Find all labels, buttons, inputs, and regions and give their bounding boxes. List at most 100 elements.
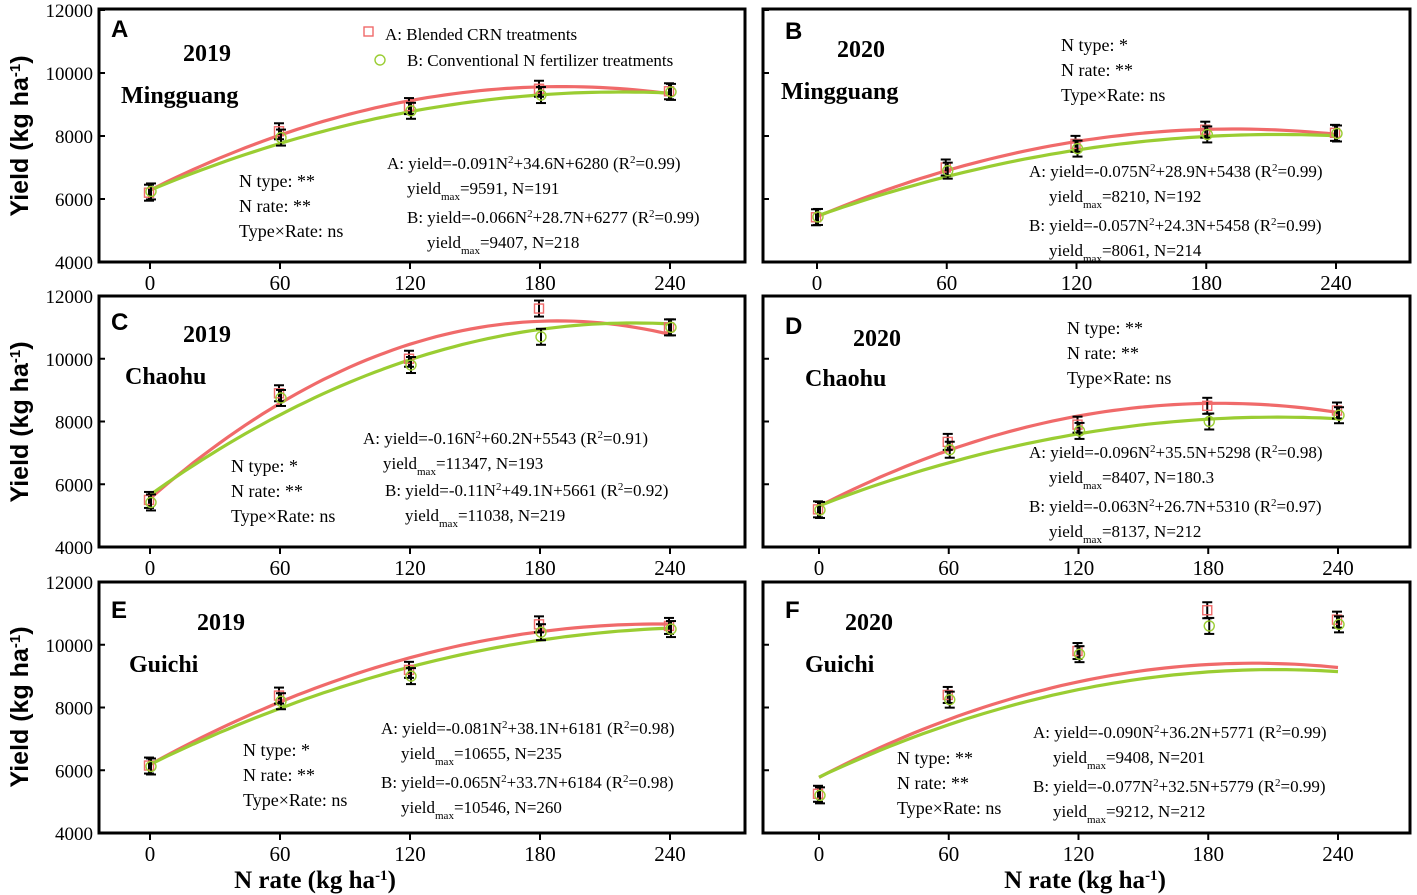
- panel-site: Chaohu: [125, 364, 206, 390]
- equation-a: A: yield=-0.081N2+38.1N+6181 (R2=0.98): [381, 719, 674, 738]
- x-tick-label: 240: [654, 271, 686, 295]
- x-tick-label: 120: [394, 842, 426, 866]
- data-point-b: [275, 131, 287, 144]
- x-tick-label: 60: [270, 556, 291, 580]
- equation-a-max: yieldmax=8407, N=180.3: [1049, 468, 1214, 492]
- x-tick-label: 180: [1191, 271, 1223, 295]
- fit-curve-b: [818, 668, 1339, 779]
- panel-site: Chaohu: [805, 366, 886, 392]
- equation-b: B: yield=-0.065N2+33.7N+6184 (R2=0.98): [381, 773, 674, 792]
- y-axis-label: Yield (kg ha-1): [6, 626, 34, 787]
- stat-line: Type×Rate: ns: [243, 790, 347, 810]
- y-tick-label: 6000: [55, 475, 93, 496]
- stat-line: N type: *: [231, 456, 298, 476]
- y-tick-label: 8000: [55, 413, 93, 434]
- legend-marker-a: [363, 26, 374, 37]
- stat-line: N rate: **: [243, 765, 315, 785]
- panel-letter: B: [785, 18, 802, 45]
- y-axis-label: Yield (kg ha-1): [6, 55, 34, 216]
- equation-a-max: yieldmax=9408, N=201: [1053, 748, 1205, 772]
- fit-curve-a: [148, 319, 671, 500]
- x-axis-label-2: N rate (kg ha-1): [1004, 867, 1166, 894]
- equation-b: B: yield=-0.066N2+28.7N+6277 (R2=0.99): [407, 208, 700, 227]
- equation-a: A: yield=-0.090N2+36.2N+5771 (R2=0.99): [1033, 723, 1326, 742]
- panel-letter: F: [785, 597, 800, 624]
- x-tick-label: 0: [145, 556, 156, 580]
- equation-a-max: yieldmax=10655, N=235: [401, 744, 562, 768]
- y-tick-label: 10000: [46, 350, 94, 371]
- equation-a: A: yield=-0.096N2+35.5N+5298 (R2=0.98): [1029, 443, 1322, 462]
- legend-marker-b: [374, 54, 386, 66]
- x-tick-label: 180: [524, 271, 556, 295]
- stat-line: N rate: **: [239, 196, 311, 216]
- panel-letter: D: [785, 313, 802, 340]
- stat-line: N type: **: [1067, 318, 1143, 338]
- data-point-b: [145, 496, 157, 509]
- x-tick-label: 60: [270, 842, 291, 866]
- data-point-a: [273, 126, 285, 137]
- equation-b-max: yieldmax=9407, N=218: [427, 233, 579, 257]
- equation-b-max: yieldmax=11038, N=219: [405, 506, 565, 530]
- data-point-a: [273, 690, 285, 701]
- data-point-a: [533, 83, 545, 94]
- panel-f: 0 60 120 180 240 F 2020 Guichi N type: ** N rate:…: [761, 580, 1412, 866]
- y-tick-label: 12000: [46, 1, 94, 22]
- data-point-b: [1331, 127, 1343, 140]
- data-point-b: [1201, 128, 1213, 141]
- x-tick-label: 180: [1193, 556, 1225, 580]
- equation-b-max: yieldmax=8137, N=212: [1049, 522, 1201, 546]
- legend-label-a: A: Blended CRN treatments: [385, 25, 577, 44]
- x-tick-label: 60: [938, 842, 959, 866]
- x-tick-label: 120: [1061, 271, 1093, 295]
- data-point-a: [1202, 605, 1213, 616]
- data-point-b: [145, 185, 157, 198]
- equation-a: A: yield=-0.16N2+60.2N+5543 (R2=0.91): [363, 429, 648, 448]
- stat-line: Type×Rate: ns: [1067, 368, 1171, 388]
- x-tick-label: 0: [814, 556, 825, 580]
- equation-a-max: yieldmax=9591, N=191: [407, 179, 559, 203]
- x-tick-label: 60: [270, 271, 291, 295]
- panel-c: 4000 6000 8000 10000 12000 0 60 120 180 240 Yield …: [6, 287, 747, 580]
- panel-site: Guichi: [805, 652, 875, 678]
- stat-line: N type: **: [897, 748, 973, 768]
- equation-b: B: yield=-0.077N2+32.5N+5779 (R2=0.99): [1033, 777, 1326, 796]
- legend-label-b: B: Conventional N fertilizer treatments: [407, 51, 673, 70]
- x-tick-label: 0: [145, 842, 156, 866]
- data-point-b: [405, 359, 417, 371]
- x-tick-label: 120: [394, 271, 426, 295]
- x-tick-label: 180: [524, 842, 556, 866]
- panel-frame: [97, 580, 747, 835]
- data-point-b: [535, 626, 547, 638]
- panel-year: 2019: [183, 322, 231, 348]
- stat-line: N rate: **: [1067, 343, 1139, 363]
- data-point-a: [1072, 419, 1083, 430]
- data-point-b: [275, 392, 287, 404]
- equation-b: B: yield=-0.063N2+26.7N+5310 (R2=0.97): [1029, 497, 1322, 516]
- data-point-b: [942, 164, 954, 177]
- x-tick-label: 240: [1322, 842, 1354, 866]
- data-point-b: [275, 695, 287, 707]
- equation-b-max: yieldmax=9212, N=212: [1053, 802, 1205, 826]
- data-point-a: [533, 303, 545, 314]
- data-point-b: [665, 623, 677, 635]
- x-tick-label: 240: [654, 842, 686, 866]
- x-tick-label: 120: [394, 556, 426, 580]
- data-point-a: [403, 664, 415, 676]
- data-point-b: [1073, 425, 1086, 437]
- y-tick-label: 10000: [46, 636, 94, 657]
- data-point-b: [665, 321, 677, 334]
- stat-line: N rate: **: [1061, 60, 1133, 80]
- stat-line: Type×Rate: ns: [231, 506, 335, 526]
- data-point-b: [1071, 142, 1084, 155]
- panel-site: Mingguang: [781, 79, 898, 105]
- stat-line: N type: **: [239, 171, 315, 191]
- data-point-b: [1073, 648, 1086, 660]
- stat-line: N rate: **: [897, 773, 969, 793]
- equation-b: B: yield=-0.057N2+24.3N+5458 (R2=0.99): [1029, 216, 1322, 235]
- stat-line: Type×Rate: ns: [1061, 85, 1165, 105]
- panel-site: Mingguang: [121, 83, 238, 109]
- panel-letter: E: [111, 597, 127, 624]
- equation-b: B: yield=-0.11N2+49.1N+5661 (R2=0.92): [385, 481, 668, 500]
- data-point-b: [1333, 409, 1345, 421]
- stat-line: Type×Rate: ns: [897, 798, 1001, 818]
